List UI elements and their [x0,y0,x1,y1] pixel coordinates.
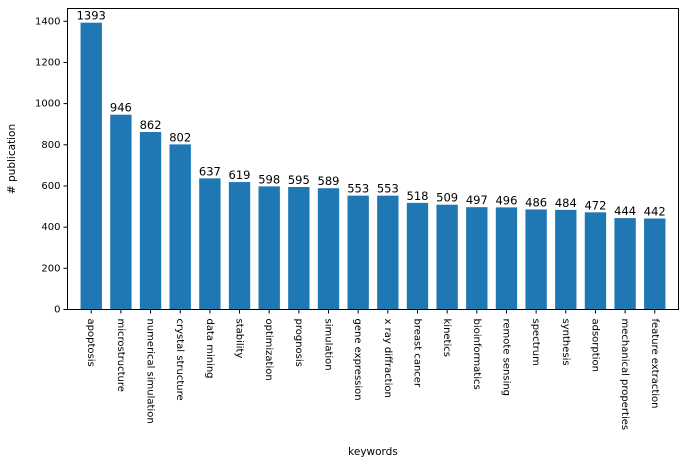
bar-feature-extraction [644,218,666,310]
bar-value-label: 497 [466,193,488,207]
bar-value-label: 553 [347,182,369,196]
x-tick-label: simulation [323,319,334,371]
bar-numerical-simulation [139,132,162,310]
bar-value-label: 862 [140,118,162,132]
x-tick-label: spectrum [530,319,541,366]
y-tick-label: 400 [41,222,60,233]
bar-value-label: 802 [169,130,191,144]
bar-data-mining [199,178,221,310]
x-tick-label: adsorption [589,319,600,372]
x-tick-label: prognosis [293,319,304,367]
bar-simulation [317,188,340,310]
bar-kinetics [436,204,458,310]
y-tick-label: 0 [54,305,60,316]
y-tick-label: 1000 [35,99,60,110]
y-tick-label: 200 [41,263,60,274]
bar-gene-expression [347,195,369,310]
bar-prognosis [288,187,310,310]
bar-value-label: 484 [555,196,577,210]
bar-adsorption [584,212,607,310]
y-tick-label: 800 [41,140,60,151]
x-tick-label: synthesis [560,319,571,366]
bar-value-label: 472 [584,198,606,212]
y-tick-label: 1400 [35,16,60,27]
bar-value-label: 442 [644,205,666,219]
x-tick-label: feature extraction [649,319,660,409]
bar-value-label: 496 [495,193,517,207]
y-axis: 0 200 400 600 800 1000 1200 1400 [35,16,68,316]
bar-value-label: 518 [407,189,429,203]
bar-value-label: 553 [377,182,399,196]
bar-value-label: 589 [318,174,340,188]
x-tick-label: gene expression [352,319,363,401]
bar-bioinformatics [466,207,488,310]
x-tick-label: breast cancer [411,319,422,388]
x-tick-label: kinetics [441,319,452,357]
x-tick-label: bioinformatics [471,319,482,390]
bars-group [80,22,666,310]
x-tick-label: x ray diffraction [382,319,393,398]
x-tick-label: mechanical properties [619,319,630,431]
bar-value-label: 595 [288,173,310,187]
bar-synthesis [555,209,577,310]
x-tick-label: crystal structure [174,319,185,401]
x-tick-label: stability [234,319,245,359]
y-axis-title: # publication [6,124,18,194]
bar-value-label: 598 [258,172,280,186]
bar-value-label: 486 [525,195,547,209]
plot-frame [67,8,679,310]
bar-microstructure [110,114,132,310]
bar-remote-sensing [495,207,518,310]
bar-value-label: 1393 [77,9,106,23]
bar-crystal-structure [169,144,191,310]
x-tick-label: apoptosis [85,319,96,367]
x-tick-label: data mining [204,319,215,379]
bar-value-label: 946 [110,101,132,115]
x-tick-label: numerical simulation [145,319,156,424]
bar-value-label: 619 [229,168,251,182]
bar-mechanical-properties [614,218,636,310]
x-axis-title: keywords [348,446,398,458]
x-tick-label: optimization [263,319,274,381]
y-tick-label: 600 [41,181,60,192]
x-axis: apoptosis microstructure numerical simulat… [85,309,660,431]
bar-x-ray-diffraction [377,195,399,310]
bar-value-label: 637 [199,164,221,178]
x-tick-label: microstructure [115,319,126,392]
bar-value-label: 509 [436,191,458,205]
bar-labels-group: 1393 946 862 802 637 619 598 595 589 553 553 518 509… [77,9,666,219]
bar-apoptosis [80,22,102,310]
bar-spectrum [525,209,547,310]
x-tick-label: remote sensing [500,319,511,397]
bar-value-label: 444 [614,204,636,218]
y-tick-label: 1200 [35,57,60,68]
bar-optimization [258,186,280,310]
bar-stability [228,182,251,310]
bar-breast-cancer [406,202,429,310]
